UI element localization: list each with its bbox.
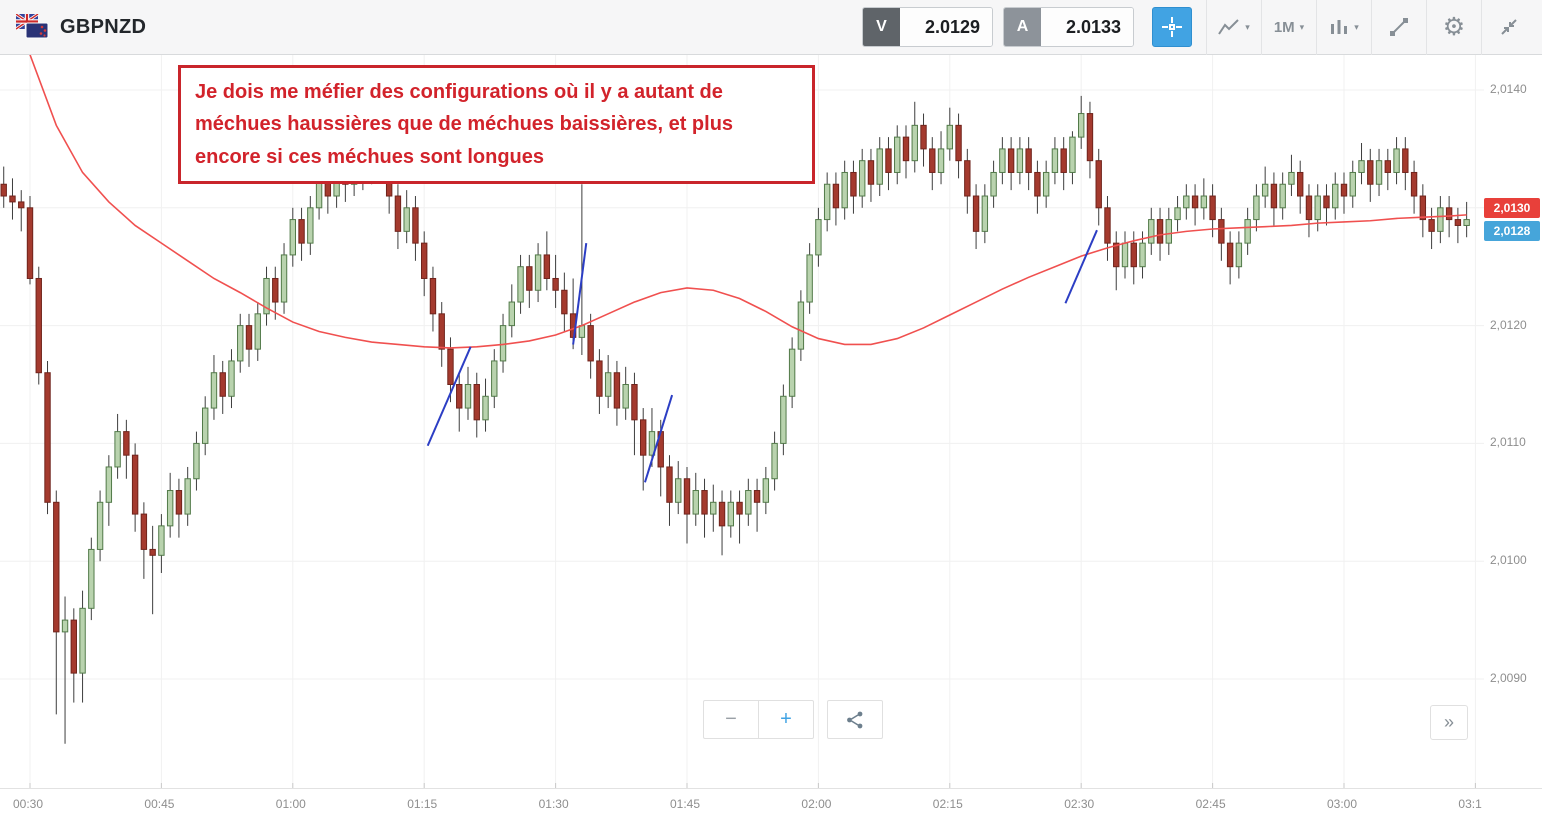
- drawing-tools-button[interactable]: [1372, 0, 1426, 55]
- time-tick-label: 02:00: [801, 797, 832, 811]
- zoom-in-button[interactable]: +: [758, 700, 814, 739]
- time-tick-label: 01:00: [275, 797, 306, 811]
- toolbar-separator: [1426, 0, 1427, 55]
- time-tick-label: 02:30: [1064, 797, 1095, 811]
- time-tick-label: 03:00: [1327, 797, 1358, 811]
- chevron-down-icon: ▾: [1245, 21, 1250, 32]
- buy-button[interactable]: A: [1004, 8, 1041, 46]
- sell-quote-group: V 2.0129: [862, 7, 993, 47]
- expand-panel-button[interactable]: »: [1430, 705, 1468, 740]
- time-tick-label: 03:1: [1458, 797, 1482, 811]
- toolbar-separator: [1316, 0, 1317, 55]
- price-tick-label: 2,0090: [1490, 671, 1527, 685]
- trendline-icon: [1390, 18, 1408, 36]
- chart-style-button[interactable]: ▾: [1317, 0, 1371, 55]
- symbol-block: GBPNZD: [15, 12, 147, 40]
- price-tick-label: 2,0140: [1490, 82, 1527, 96]
- toolbar: GBPNZD V 2.0129 A 2.0133 ▾ 1M ▾: [0, 0, 1542, 55]
- buy-price[interactable]: 2.0133: [1041, 8, 1133, 46]
- last-price-badge: 2,0130: [1484, 197, 1540, 218]
- chevron-down-icon: ▾: [1299, 21, 1305, 32]
- time-tick-label: 01:30: [538, 797, 569, 811]
- time-tick-label: 01:15: [407, 797, 438, 811]
- zoom-out-button[interactable]: −: [703, 700, 759, 739]
- gbpnzd-flags-icon: [15, 12, 50, 40]
- time-tick-label: 00:45: [144, 797, 175, 811]
- annotation-note[interactable]: Je dois me méfier des configurations où …: [178, 65, 815, 185]
- toolbar-separator: [1481, 0, 1482, 55]
- crosshair-tool-button[interactable]: [1152, 7, 1192, 47]
- share-button[interactable]: [827, 700, 883, 739]
- chart-type-button[interactable]: ▾: [1207, 0, 1261, 55]
- gear-icon: ⚙: [1442, 12, 1466, 41]
- collapse-chart-button[interactable]: [1482, 0, 1536, 55]
- chart-canvas[interactable]: Je dois me méfier des configurations où …: [0, 55, 1542, 822]
- sell-price[interactable]: 2.0129: [900, 8, 992, 46]
- chevron-down-icon: ▾: [1354, 21, 1359, 32]
- price-tick-label: 2,0120: [1490, 317, 1527, 332]
- time-tick-label: 01:45: [670, 797, 701, 811]
- time-tick-label: 00:30: [13, 797, 44, 811]
- line-chart-icon: [1218, 19, 1239, 35]
- time-axis[interactable]: 00:30 00:45 01:00 01:15 01:30 01:45 02:00 02:15…: [0, 788, 1542, 822]
- symbol-title: GBPNZD: [60, 15, 147, 38]
- sell-button[interactable]: V: [863, 8, 900, 46]
- time-tick-label: 02:45: [1195, 797, 1226, 811]
- share-icon: [847, 711, 863, 728]
- price-tick-label: 2,0100: [1490, 553, 1527, 568]
- timeframe-button[interactable]: 1M ▾: [1262, 0, 1316, 55]
- bid-price-badge: 2,0128: [1484, 221, 1540, 242]
- collapse-icon: [1501, 19, 1517, 35]
- crosshair-icon: [1162, 17, 1182, 37]
- price-axis[interactable]: 2,0140 2,0120 2,0110 2,0100 2,0090: [1484, 55, 1542, 788]
- time-tick-label: 02:15: [932, 797, 963, 811]
- price-tick-label: 2,0110: [1490, 435, 1526, 450]
- annotation-text: Je dois me méfier des configurations où …: [195, 81, 734, 168]
- toolbar-right: V 2.0129 A 2.0133 ▾ 1M ▾: [852, 0, 1536, 55]
- timeframe-label: 1M: [1273, 18, 1295, 36]
- toolbar-separator: [1371, 0, 1372, 55]
- settings-button[interactable]: ⚙: [1427, 0, 1481, 55]
- bars-icon: [1331, 20, 1348, 34]
- buy-quote-group: A 2.0133: [1003, 7, 1134, 47]
- toolbar-separator: [1206, 0, 1207, 55]
- toolbar-separator: [1261, 0, 1262, 55]
- zoom-controls: − +: [703, 700, 814, 739]
